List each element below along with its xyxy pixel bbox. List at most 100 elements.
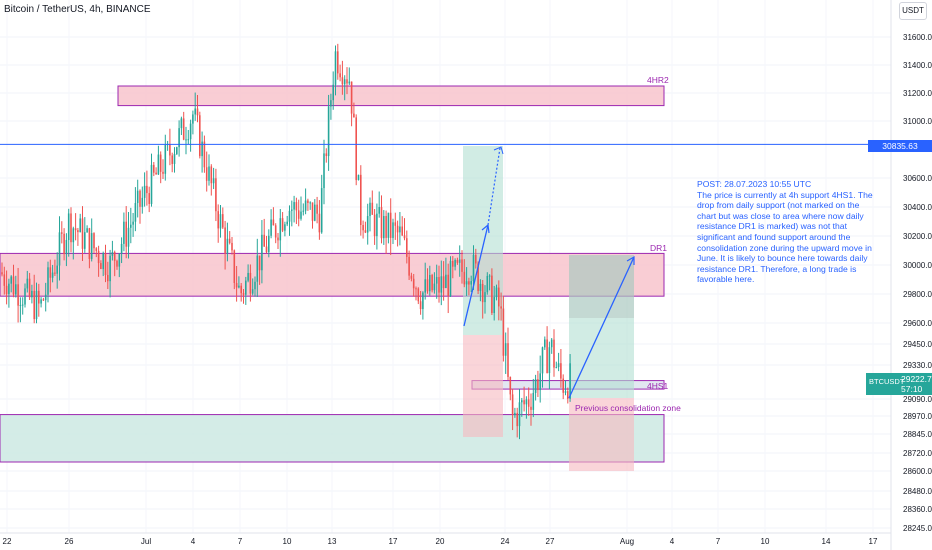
candle-body xyxy=(15,284,17,295)
candle-body xyxy=(417,288,420,302)
candle-body xyxy=(84,232,86,249)
candle-body xyxy=(270,219,272,236)
candle-body xyxy=(288,210,291,222)
candle-body xyxy=(100,263,102,270)
projection-arrowhead-2 xyxy=(626,255,635,265)
candle-body xyxy=(171,155,173,164)
candle-body xyxy=(330,100,332,107)
candle-body xyxy=(226,238,229,254)
candle-body xyxy=(169,143,171,156)
candle-body xyxy=(369,202,371,217)
candle-body xyxy=(139,190,141,207)
candle-body xyxy=(550,339,553,348)
candle-body xyxy=(215,178,217,212)
candle-body xyxy=(516,412,518,427)
candle-body xyxy=(203,141,206,168)
candle-body xyxy=(481,283,484,303)
candle-body xyxy=(447,274,449,297)
candle-body xyxy=(401,226,403,236)
candle-body xyxy=(256,255,259,282)
zone-4hr2 xyxy=(117,85,665,107)
position-overlap-2 xyxy=(569,255,634,318)
candle-body xyxy=(325,153,328,157)
candle-body xyxy=(26,278,29,289)
candle-body xyxy=(458,259,461,263)
candle-body xyxy=(93,233,95,249)
position-stop-1 xyxy=(463,335,503,437)
y-tick-label: 31400.00 xyxy=(903,61,932,70)
x-tick-label: 10 xyxy=(283,537,292,546)
candle-body xyxy=(412,278,415,289)
position-stop-2 xyxy=(569,398,634,471)
last-price-value: 29222.75 xyxy=(901,374,932,384)
candle-body xyxy=(408,256,410,276)
candle-body xyxy=(424,279,426,293)
candle-body xyxy=(318,213,321,233)
candle-body xyxy=(560,363,562,379)
candle-body xyxy=(31,290,33,298)
candle-body xyxy=(525,399,528,405)
candle-body xyxy=(72,228,75,243)
y-tick-label: 29800.00 xyxy=(903,290,932,299)
candle-body xyxy=(300,211,302,219)
candle-body xyxy=(70,213,72,243)
candle-body xyxy=(79,218,81,233)
candle-body xyxy=(553,339,555,368)
time-axis: 22 26 Jul 4 7 10 13 17 20 24 27 Aug 4 7 10 14 17 xyxy=(0,532,891,546)
candle-body xyxy=(521,400,523,403)
currency-selector[interactable]: USDT xyxy=(899,2,927,20)
candle-body xyxy=(233,250,236,283)
candle-body xyxy=(426,279,429,292)
candle-body xyxy=(125,221,127,247)
candle-body xyxy=(293,202,295,210)
candle-body xyxy=(162,171,164,174)
x-tick-label: 4 xyxy=(191,537,196,546)
candle-body xyxy=(438,277,440,293)
candle-body xyxy=(435,277,438,284)
candle-body xyxy=(475,254,477,264)
candle-body xyxy=(251,289,254,294)
candle-body xyxy=(477,263,479,291)
candle-body xyxy=(49,267,52,278)
candle-body xyxy=(127,227,130,247)
x-tick-label: 13 xyxy=(328,537,337,546)
candle-body xyxy=(254,281,256,290)
x-tick-label: 17 xyxy=(869,537,878,546)
x-tick-label: 14 xyxy=(822,537,831,546)
candle-body xyxy=(472,254,475,282)
candle-body xyxy=(355,117,357,181)
candle-body xyxy=(295,202,298,211)
candle-body xyxy=(353,113,355,118)
candle-body xyxy=(297,210,300,219)
candle-body xyxy=(155,172,157,175)
x-tick-label: Aug xyxy=(620,537,634,546)
y-tick-label: 29450.00 xyxy=(903,340,932,349)
x-tick-label: 4 xyxy=(670,537,675,546)
candle-body xyxy=(532,392,535,410)
y-tick-label: 29330.00 xyxy=(903,361,932,370)
last-price-tag: BTCUSDT 29222.75 57:10 xyxy=(866,373,932,395)
candle-body xyxy=(281,218,284,231)
candle-body xyxy=(224,227,226,254)
candle-body xyxy=(291,209,293,211)
projection-arrowhead-dotted xyxy=(493,146,504,155)
candle-body xyxy=(157,154,160,175)
candle-body xyxy=(431,274,433,291)
candle-body xyxy=(274,225,277,238)
candle-body xyxy=(21,304,24,306)
candle-body xyxy=(463,271,466,285)
candle-body xyxy=(113,251,116,261)
candle-body xyxy=(323,153,325,189)
candle-body xyxy=(394,222,397,226)
candle-body xyxy=(350,81,353,114)
candle-body xyxy=(219,214,222,229)
zone-previous-consolidation-zone xyxy=(0,414,665,463)
candle-body xyxy=(500,306,502,309)
candle-body xyxy=(222,214,224,228)
candle-body xyxy=(286,221,288,225)
candle-body xyxy=(231,242,233,251)
candle-body xyxy=(182,118,185,140)
y-tick-label: 28845.00 xyxy=(903,430,932,439)
candle-body xyxy=(185,139,187,141)
